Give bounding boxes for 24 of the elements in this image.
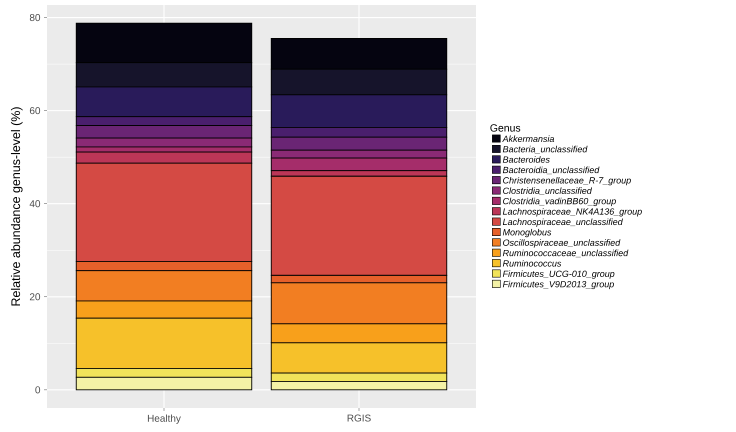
y-tick-label: 60 bbox=[30, 107, 40, 114]
y-axis-title: Relative abundance genus-level (%) bbox=[10, 107, 23, 306]
legend-label: Firmicutes_UCG-010_group bbox=[502, 270, 614, 279]
legend-label: Firmicutes_V9D2013_group bbox=[502, 280, 614, 290]
x-tick-label: Healthy bbox=[148, 414, 181, 424]
y-tick-label: 40 bbox=[30, 200, 40, 208]
legend-label: Bacteria_unclassified bbox=[502, 146, 588, 154]
legend-label: Lachnospiraceae_NK4A136_group bbox=[502, 208, 642, 216]
legend-label: Clostridia_unclassified bbox=[503, 187, 592, 195]
legend-label: Oscillospiraceae_unclassified bbox=[503, 239, 620, 248]
legend-label: Christensenellaceae_R-7_group bbox=[503, 176, 631, 186]
legend-label: Bacteroides bbox=[502, 156, 550, 163]
legend-label: Ruminococcus bbox=[502, 260, 562, 267]
y-tick-label: 80 bbox=[30, 14, 40, 22]
y-tick-label: 20 bbox=[30, 293, 40, 300]
legend-label: Lachnospiraceae_unclassified bbox=[502, 218, 623, 227]
legend-label: Akkermansia bbox=[502, 135, 554, 142]
y-tick-label: 0 bbox=[35, 386, 40, 394]
legend-label: Ruminococcaceae_unclassified bbox=[502, 250, 628, 258]
legend-label: Bacteroidia_unclassified bbox=[502, 166, 600, 174]
legend-label: Monoglobus bbox=[502, 228, 552, 238]
legend-label: Clostridia_vadinBB60_group bbox=[503, 198, 616, 206]
x-tick-label: RGIS bbox=[348, 414, 371, 422]
legend-title: Genus bbox=[490, 124, 520, 132]
